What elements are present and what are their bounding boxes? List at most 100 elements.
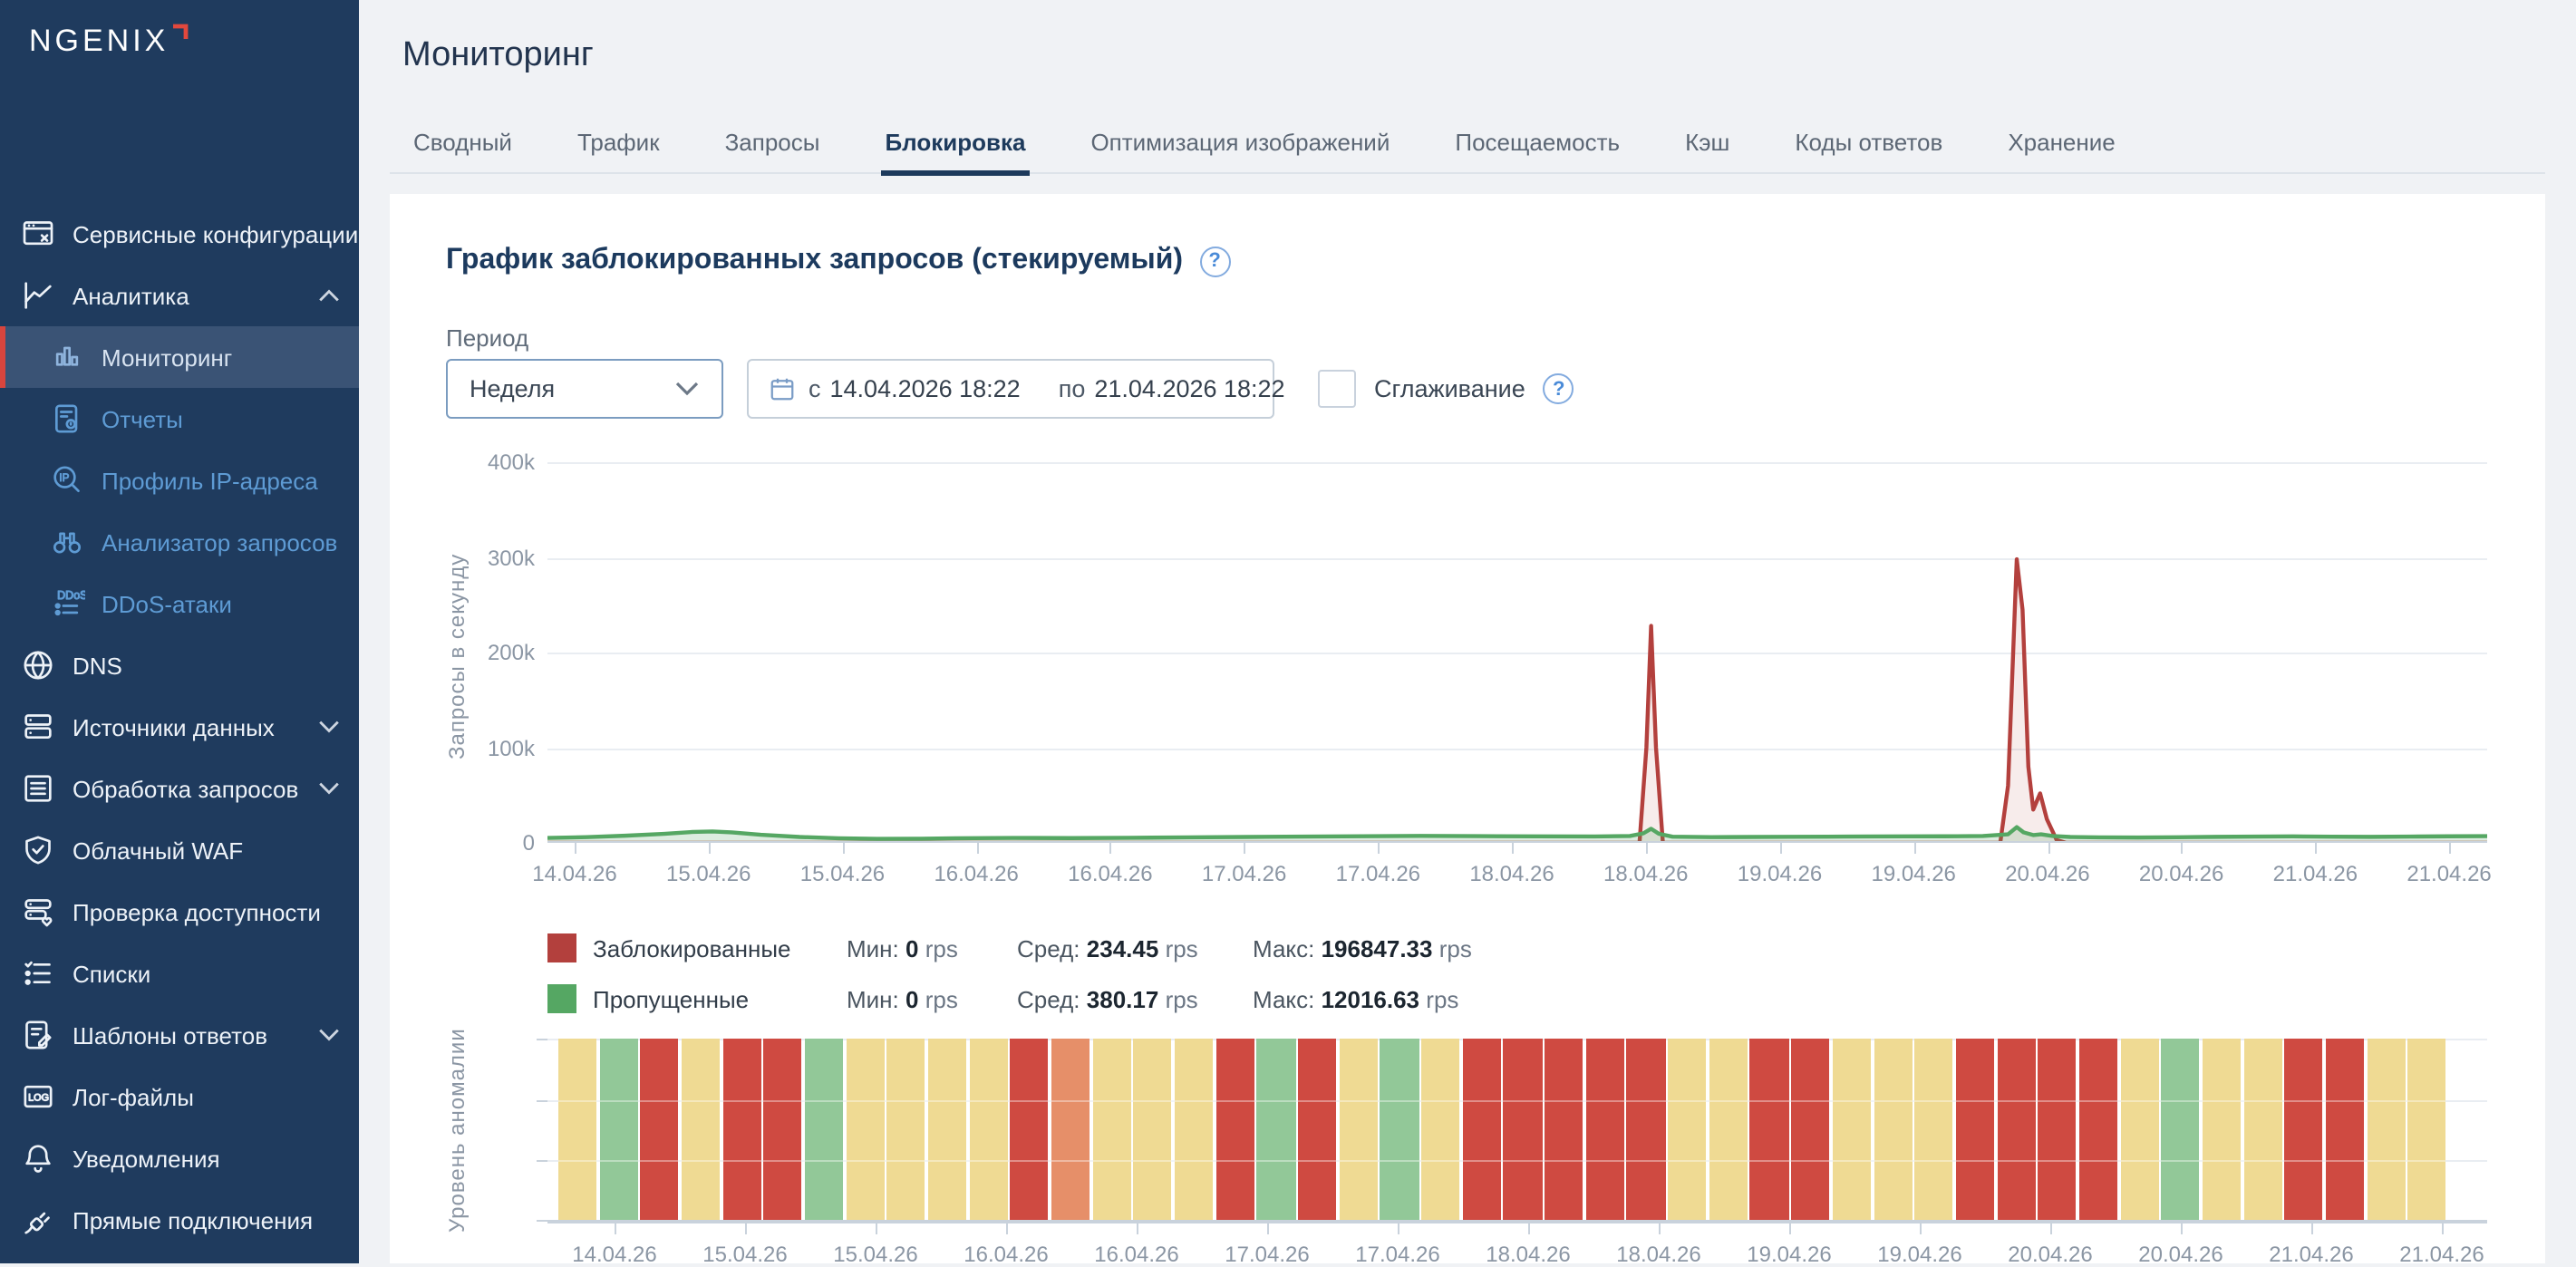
anomaly-bar[interactable] (2284, 1039, 2322, 1220)
sidebar-item-log-files[interactable]: LOGЛог-файлы (0, 1066, 359, 1127)
sidebar-item-analytics[interactable]: Аналитика (0, 265, 359, 326)
sidebar-item-response-templates[interactable]: Шаблоны ответов (0, 1004, 359, 1066)
anomaly-bar[interactable] (1134, 1039, 1172, 1220)
tab-запросы[interactable]: Запросы (721, 127, 824, 176)
anomaly-bar[interactable] (1298, 1039, 1336, 1220)
period-select[interactable]: Неделя (446, 359, 723, 419)
tab-коды-ответов[interactable]: Коды ответов (1791, 127, 1946, 176)
sidebar-item-request-analyzer[interactable]: Анализатор запросов (0, 511, 359, 573)
sidebar-item-availability-check[interactable]: Проверка доступности (0, 881, 359, 943)
sidebar-item-data-sources[interactable]: Источники данных (0, 696, 359, 758)
smoothing-help-icon[interactable]: ? (1544, 373, 1574, 404)
sidebar-item-label: Шаблоны ответов (73, 1021, 267, 1049)
panel-help-icon[interactable]: ? (1199, 246, 1230, 276)
sidebar-item-label: Профиль IP-адреса (102, 467, 318, 494)
sidebar-item-ddos-attacks[interactable]: DDoSDDoS-атаки (0, 573, 359, 634)
anomaly-bar[interactable] (969, 1039, 1007, 1220)
anomaly-bar[interactable] (1914, 1039, 1952, 1220)
sidebar-item-label: DNS (73, 652, 122, 679)
anomaly-bar[interactable] (764, 1039, 802, 1220)
anomaly-bar[interactable] (1463, 1039, 1501, 1220)
anomaly-bar[interactable] (805, 1039, 843, 1220)
anomaly-bar[interactable] (2161, 1039, 2199, 1220)
sidebar-item-dns[interactable]: DNS (0, 634, 359, 696)
legend-row-passed[interactable]: Пропущенные Мин: 0 rps Сред: 380.17 rps … (547, 984, 1458, 1013)
anomaly-bar[interactable] (1586, 1039, 1624, 1220)
sidebar-item-lists[interactable]: Списки (0, 943, 359, 1004)
anomaly-bar[interactable] (1668, 1039, 1706, 1220)
chevron-down-icon (317, 781, 341, 796)
anomaly-bar[interactable] (2038, 1039, 2076, 1220)
anomaly-bar[interactable] (1833, 1039, 1871, 1220)
anomaly-bar[interactable] (928, 1039, 966, 1220)
anomaly-bar[interactable] (2407, 1039, 2445, 1220)
anomaly-level-chart[interactable] (547, 1039, 2487, 1223)
anomaly-bar[interactable] (1257, 1039, 1295, 1220)
tab-блокировка[interactable]: Блокировка (881, 127, 1029, 176)
anomaly-bar[interactable] (2203, 1039, 2241, 1220)
checklist-icon (20, 955, 56, 991)
smoothing-checkbox[interactable] (1318, 370, 1356, 408)
doc-edit-icon (20, 1017, 56, 1053)
anomaly-bar[interactable] (641, 1039, 679, 1220)
anomaly-bar[interactable] (1051, 1039, 1089, 1220)
anomaly-bar[interactable] (2120, 1039, 2158, 1220)
sidebar-item-label: Проверка доступности (73, 898, 321, 925)
anomaly-bar[interactable] (558, 1039, 596, 1220)
legend-name: Заблокированные (593, 934, 847, 962)
anomaly-bar[interactable] (2079, 1039, 2117, 1220)
y-tick-label: 400k (451, 450, 535, 475)
anomaly-bar[interactable] (887, 1039, 925, 1220)
anomaly-bar[interactable] (1709, 1039, 1748, 1220)
anomaly-bar[interactable] (2367, 1039, 2405, 1220)
sidebar-item-reports[interactable]: Отчеты (0, 388, 359, 450)
x-tick-label: 16.04.26 (913, 861, 1040, 886)
sidebar-item-direct-connections[interactable]: Прямые подключения (0, 1189, 359, 1251)
tab-трафик[interactable]: Трафик (574, 127, 663, 176)
sidebar-item-cloud-waf[interactable]: Облачный WAF (0, 819, 359, 881)
page-title: Мониторинг (402, 36, 594, 76)
anomaly-bar[interactable] (1545, 1039, 1583, 1220)
anomaly-bar[interactable] (1011, 1039, 1049, 1220)
x-tick-label: 18.04.26 (1583, 861, 1709, 886)
sidebar-item-request-processing[interactable]: Обработка запросов (0, 758, 359, 819)
anomaly-bar[interactable] (846, 1039, 884, 1220)
tab-посещаемость[interactable]: Посещаемость (1451, 127, 1623, 176)
anomaly-bar[interactable] (599, 1039, 637, 1220)
y-tick-label: 100k (451, 735, 535, 760)
anomaly-bar[interactable] (1750, 1039, 1788, 1220)
tab-сводный[interactable]: Сводный (410, 127, 516, 176)
anomaly-bar[interactable] (2326, 1039, 2364, 1220)
anomaly-bar[interactable] (1340, 1039, 1378, 1220)
anomaly-bar[interactable] (1216, 1039, 1254, 1220)
sidebar-item-notifications[interactable]: Уведомления (0, 1127, 359, 1189)
chevron-down-icon (674, 381, 700, 397)
anomaly-bar[interactable] (1874, 1039, 1912, 1220)
anomaly-bar[interactable] (722, 1039, 760, 1220)
y-tick-label: 200k (451, 640, 535, 665)
sidebar-item-ip-profile[interactable]: IPПрофиль IP-адреса (0, 450, 359, 511)
anomaly-bar[interactable] (1504, 1039, 1542, 1220)
date-to-input[interactable]: по 21.04.2026 18:22 (1039, 361, 1303, 417)
anomaly-bar[interactable] (1175, 1039, 1213, 1220)
anomaly-bar[interactable] (1997, 1039, 2035, 1220)
anomaly-bar[interactable] (1092, 1039, 1130, 1220)
anomaly-bar[interactable] (1421, 1039, 1459, 1220)
date-from-input[interactable]: с 14.04.2026 18:22 (749, 361, 1039, 417)
requests-line-chart[interactable] (547, 462, 2487, 843)
brand-logo[interactable]: NGENIX (0, 0, 359, 58)
legend-row-blocked[interactable]: Заблокированные Мин: 0 rps Сред: 234.45 … (547, 933, 1472, 962)
passed-swatch (547, 984, 576, 1013)
anomaly-bar[interactable] (1380, 1039, 1419, 1220)
brand-arrow-icon (170, 24, 190, 44)
sidebar-item-service-configs[interactable]: Сервисные конфигурации (0, 203, 359, 265)
anomaly-bar[interactable] (1791, 1039, 1829, 1220)
tab-кэш[interactable]: Кэш (1681, 127, 1733, 176)
tab-оптимизация-изображений[interactable]: Оптимизация изображений (1087, 127, 1393, 176)
anomaly-bar[interactable] (1956, 1039, 1994, 1220)
anomaly-bar[interactable] (682, 1039, 720, 1220)
anomaly-bar[interactable] (2243, 1039, 2281, 1220)
anomaly-bar[interactable] (1627, 1039, 1665, 1220)
tab-хранение[interactable]: Хранение (2004, 127, 2118, 176)
sidebar-item-monitoring[interactable]: Мониторинг (0, 326, 359, 388)
